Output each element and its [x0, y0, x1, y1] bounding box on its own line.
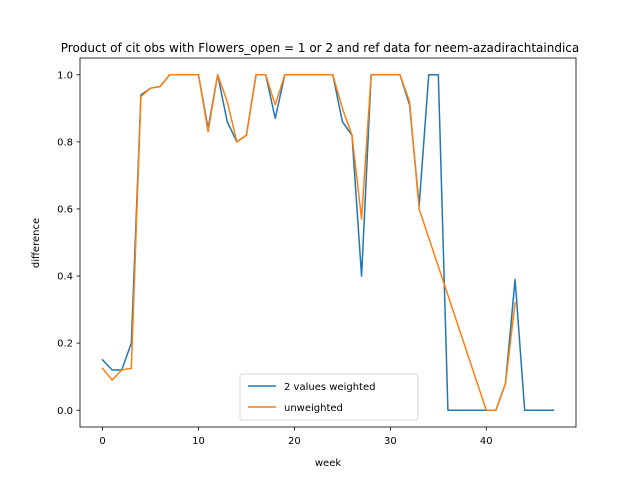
- axes-layer: 0 10 20 30 40 0.0 0.2 0.4 0.6 0.8 1.0: [57, 57, 577, 447]
- legend-box: [239, 373, 419, 421]
- y-tick-label: 0.6: [57, 205, 73, 216]
- y-axis-label: difference: [31, 218, 42, 268]
- x-tick-label: 40: [480, 436, 493, 447]
- y-tick-label: 0.8: [57, 137, 73, 148]
- plot-frame: [79, 57, 577, 428]
- x-axis-label: week: [315, 458, 341, 469]
- legend: 2 values weighted unweighted: [239, 373, 419, 421]
- y-tick-label: 0.4: [57, 272, 73, 283]
- legend-label-1: 2 values weighted: [284, 382, 375, 393]
- x-tick-label: 20: [288, 436, 301, 447]
- legend-label-2: unweighted: [284, 403, 343, 414]
- series-line-2: [101, 74, 516, 411]
- y-tick-label: 0.2: [57, 339, 73, 350]
- chart-title: Product of cit obs with Flowers_open = 1…: [61, 41, 579, 55]
- y-tick-label: 1.0: [57, 70, 73, 81]
- x-tick-label: 0: [99, 436, 105, 447]
- series-layer: [101, 74, 555, 411]
- x-tick-label: 30: [384, 436, 397, 447]
- x-tick-label: 10: [192, 436, 205, 447]
- y-tick-label: 0.0: [57, 406, 73, 417]
